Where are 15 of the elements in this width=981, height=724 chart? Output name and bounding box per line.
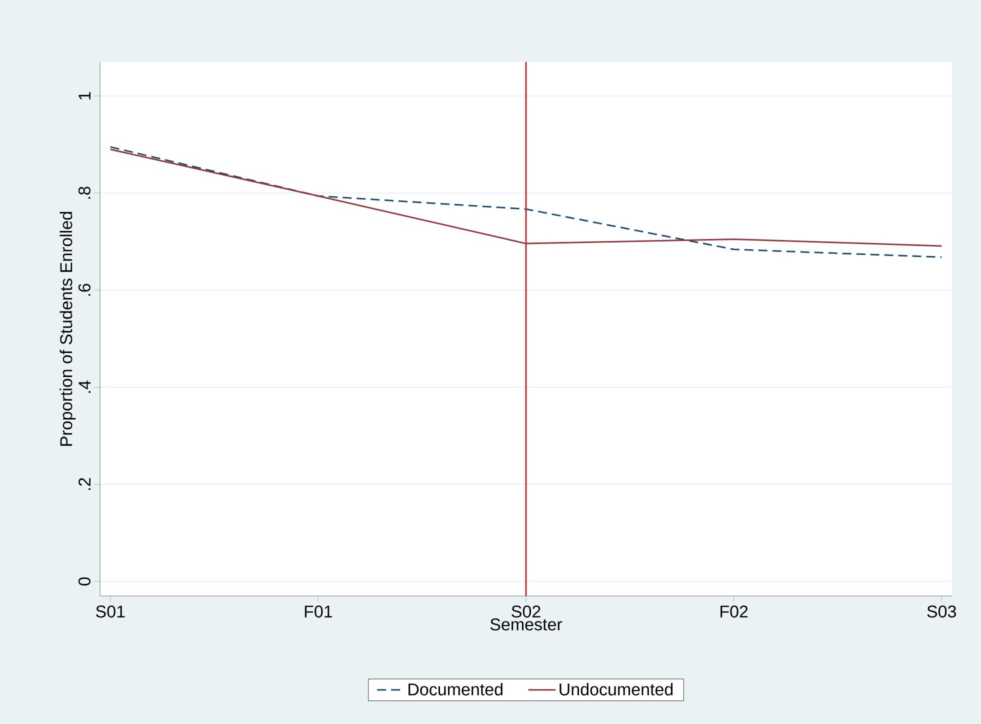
x-axis-title: Semester [490,618,562,630]
legend-label: Undocumented [560,682,673,696]
y-tick-label: .6 [78,284,90,296]
x-tick-label: S03 [927,606,956,618]
y-axis-title: Proportion of Students Enrolled [60,212,76,446]
x-tick-label: S02 [512,606,540,618]
y-tick-label: .2 [78,478,90,490]
y-tick-label: .8 [78,186,90,199]
y-tick-label: 1 [78,92,90,100]
y-tick-label: .4 [78,380,90,393]
legend-label: Documented [408,682,502,696]
x-tick-label: F02 [720,606,748,618]
x-tick-label: S01 [96,606,125,618]
y-tick-label: 0 [78,577,90,586]
x-tick-label: F01 [304,606,332,618]
